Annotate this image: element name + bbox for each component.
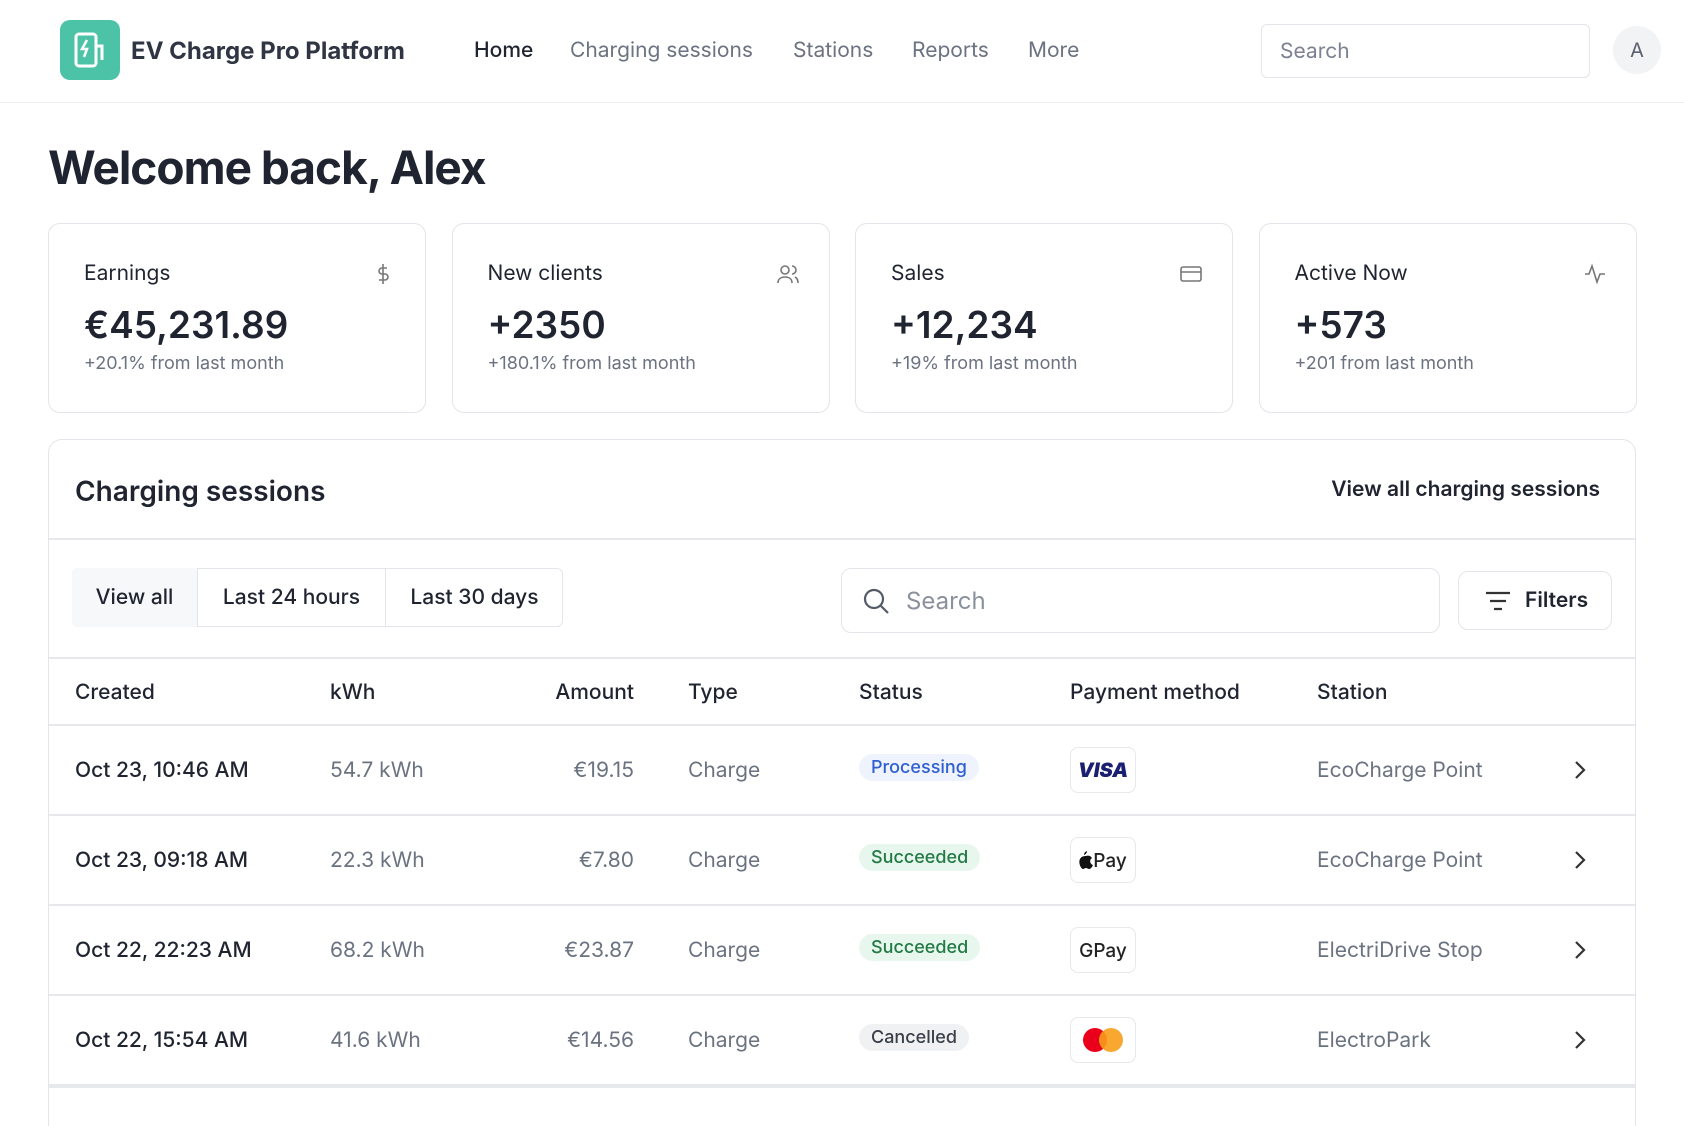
status-badge: Processing (859, 754, 979, 781)
stat-change: +20.1% from last month (84, 353, 285, 374)
cell-amount: €7.80 (578, 848, 634, 873)
nav-link[interactable]: Charging sessions (570, 38, 753, 63)
cell-amount: €14.56 (567, 1028, 634, 1053)
top-bar (0, 0, 1684, 103)
row-chevron[interactable] (1572, 760, 1588, 784)
stat-value: €45,231.89 (84, 302, 289, 347)
cell-type: Charge (688, 1028, 761, 1053)
stat-icon (1583, 262, 1607, 290)
status-badge: Succeeded (859, 934, 981, 961)
welcome-title: Welcome back, Alex (48, 140, 487, 196)
cell-kwh: 22.3 kWh (330, 848, 425, 873)
nav-link[interactable]: More (1028, 38, 1080, 63)
column-header: Created (75, 680, 155, 705)
stat-card (855, 223, 1233, 413)
row-divider (49, 814, 1635, 816)
sessions-title: Charging sessions (75, 474, 326, 508)
stat-label: New clients (487, 261, 603, 286)
payment-text: Pay (1093, 848, 1127, 872)
stat-change: +19% from last month (891, 353, 1078, 374)
status-badge: Cancelled (859, 1024, 969, 1051)
search-icon (863, 588, 889, 614)
column-header: Station (1317, 680, 1388, 705)
header-search[interactable]: Search (1261, 24, 1590, 78)
stat-card (48, 223, 426, 413)
stat-icon (1179, 262, 1203, 290)
column-header: kWh (330, 680, 376, 705)
filter-tab[interactable]: Last 24 hours (197, 568, 385, 627)
filters-icon (1486, 591, 1510, 611)
payment-text: GPay (1079, 938, 1127, 962)
filter-tab[interactable]: View all (72, 568, 197, 627)
cell-amount: €23.87 (564, 938, 634, 963)
nav-link[interactable]: Reports (912, 38, 989, 63)
cell-station: EcoCharge Point (1317, 758, 1483, 783)
stat-icon (372, 262, 396, 290)
row-divider (49, 904, 1635, 906)
stat-label: Earnings (84, 261, 171, 286)
cell-kwh: 41.6 kWh (330, 1028, 421, 1053)
payment-badge (1070, 1017, 1136, 1063)
stat-card (1258, 223, 1637, 413)
cell-created: Oct 22, 22:23 AM (75, 938, 252, 963)
stat-value: +2350 (487, 302, 606, 347)
stat-change: +201 from last month (1294, 353, 1474, 374)
cell-kwh: 68.2 kWh (330, 938, 425, 963)
view-all-link[interactable]: View all charging sessions (1331, 477, 1600, 502)
payment-badge: GPay (1070, 927, 1136, 973)
cell-kwh: 54.7 kWh (330, 758, 424, 783)
stat-label: Sales (891, 261, 945, 286)
sessions-panel (48, 439, 1636, 1126)
sessions-search[interactable]: Search (841, 568, 1440, 633)
column-header: Amount (555, 680, 634, 705)
stat-card (451, 223, 830, 413)
nav-link[interactable]: Stations (793, 38, 874, 63)
cell-station: EcoCharge Point (1317, 848, 1483, 873)
stat-icon (776, 262, 800, 290)
cell-type: Charge (688, 938, 761, 963)
row-chevron[interactable] (1572, 850, 1588, 874)
row-divider (49, 724, 1635, 726)
stat-change: +180.1% from last month (487, 353, 696, 374)
filters-button[interactable]: Filters (1458, 571, 1612, 630)
stat-label: Active Now (1294, 261, 1408, 286)
row-chevron[interactable] (1572, 940, 1588, 964)
cell-type: Charge (688, 848, 761, 873)
avatar[interactable]: A (1613, 26, 1661, 74)
cell-created: Oct 23, 09:18 AM (75, 848, 249, 873)
column-header: Type (688, 680, 738, 705)
row-divider (49, 994, 1635, 996)
filter-tab[interactable]: Last 30 days (385, 568, 563, 627)
nav-link[interactable]: Home (474, 38, 534, 63)
payment-text: VISA (1077, 758, 1129, 782)
logo[interactable] (60, 20, 120, 80)
divider (49, 538, 1635, 540)
row-chevron[interactable] (1572, 1030, 1588, 1054)
cell-station: ElectroPark (1317, 1028, 1431, 1053)
payment-badge: Pay (1070, 837, 1136, 883)
payment-badge: VISA (1070, 747, 1136, 793)
column-header: Payment method (1070, 680, 1240, 705)
cell-created: Oct 23, 10:46 AM (75, 758, 249, 783)
column-header: Status (859, 680, 923, 705)
cell-station: ElectriDrive Stop (1317, 938, 1483, 963)
cell-created: Oct 22, 15:54 AM (75, 1028, 249, 1053)
cell-type: Charge (688, 758, 761, 783)
cell-amount: €19.15 (573, 758, 634, 783)
brand[interactable]: EV Charge Pro Platform (131, 36, 405, 65)
divider (49, 657, 1635, 659)
stat-value: +12,234 (891, 302, 1038, 347)
stat-value: +573 (1294, 302, 1387, 347)
status-badge: Succeeded (859, 844, 981, 871)
row-divider (49, 1086, 1635, 1088)
row-divider (49, 1084, 1635, 1086)
